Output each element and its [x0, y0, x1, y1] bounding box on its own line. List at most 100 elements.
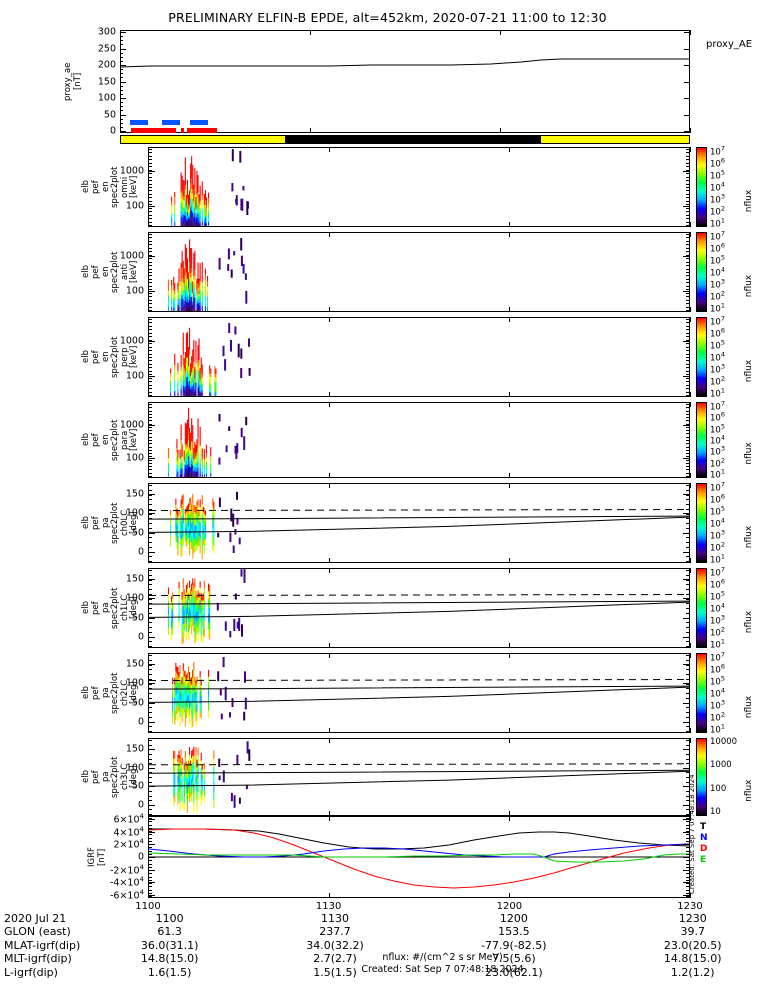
panel-anti[interactable]	[148, 232, 690, 312]
panel-igrf[interactable]	[148, 816, 690, 898]
tick-mark	[328, 402, 330, 407]
tick-minor	[148, 329, 152, 331]
tick-minor	[686, 343, 690, 345]
tick-mark	[683, 895, 690, 896]
panel-ch3LC[interactable]	[148, 738, 690, 816]
annotation-label: GLON (east)	[4, 925, 71, 939]
panel-ch2LC-canvas	[149, 654, 689, 732]
tick-minor	[686, 292, 690, 294]
tick-minor	[148, 190, 152, 192]
tick-minor	[686, 876, 690, 878]
ytick-label: 150	[125, 743, 144, 755]
tick-minor	[686, 357, 690, 358]
tick-mark	[690, 653, 691, 658]
tick-minor	[686, 873, 690, 875]
tick-minor	[148, 758, 152, 760]
tick-minor	[148, 289, 152, 291]
tick-mark	[509, 473, 511, 478]
tick-minor	[686, 285, 690, 287]
colorbar-tick-label: 106	[710, 492, 725, 506]
panel-proxy-ae-canvas	[121, 31, 689, 132]
annotation-value: 237.7	[319, 925, 351, 939]
tick-minor	[686, 462, 690, 464]
tick-mark	[509, 568, 511, 573]
annotation-row: 2020 Jul 21 1100 1130 1200 1230	[4, 912, 771, 925]
tick-minor	[148, 804, 152, 806]
ytick-label: 1000	[119, 250, 144, 262]
tick-minor	[686, 612, 690, 614]
tick-minor	[686, 804, 690, 806]
panel-ch1LC[interactable]	[148, 568, 690, 648]
tick-minor	[148, 827, 152, 829]
tick-minor	[148, 436, 152, 438]
colorbar-tick-label: 10	[710, 807, 721, 817]
tick-minor	[686, 268, 690, 270]
tick-mark	[690, 30, 691, 35]
colorbar-tick-label: 105	[710, 674, 725, 688]
tick-minor	[686, 289, 690, 291]
tick-minor	[686, 407, 690, 409]
tick-mark	[509, 643, 511, 648]
tick-minor	[686, 892, 690, 894]
ytick-label: 100	[125, 677, 144, 689]
tick-minor	[686, 310, 690, 311]
tick-minor	[148, 598, 152, 600]
tick-minor	[148, 430, 152, 432]
tick-minor	[148, 306, 152, 308]
tick-mark	[148, 728, 149, 733]
tick-minor	[686, 417, 690, 419]
panel-perp-ylabel: elb pef en spec2plot perp [keV]	[81, 319, 140, 395]
annotation-value: 1.2(1.2)	[670, 965, 715, 979]
colorbar-tick-label: 103	[710, 444, 725, 458]
tick-minor	[686, 404, 690, 405]
panel-para[interactable]	[148, 402, 690, 478]
tick-mark	[509, 222, 511, 227]
panel-omni[interactable]	[148, 147, 690, 227]
panel-perp[interactable]	[148, 317, 690, 397]
tick-mark	[684, 48, 690, 50]
tick-minor	[148, 702, 152, 704]
tick-minor	[120, 65, 123, 66]
tick-minor	[120, 102, 123, 104]
ytick-label: 100	[125, 592, 144, 604]
tick-mark	[148, 307, 149, 312]
ytick-label: 0	[137, 716, 144, 728]
tick-minor	[686, 879, 690, 881]
annotation-value: 14.8(15.0)	[140, 952, 199, 966]
tick-minor	[686, 593, 690, 595]
colorbar-tick-label: 104	[710, 686, 725, 700]
tick-minor	[686, 325, 690, 327]
spec-data-ch2LC	[172, 657, 247, 729]
annotation-value: 23.0(62.1)	[485, 965, 543, 979]
tick-minor	[686, 193, 690, 195]
tick-mark	[690, 402, 691, 407]
tick-minor	[148, 850, 152, 852]
xtick-label-1100: 1100	[135, 901, 161, 912]
marker-red	[180, 128, 184, 133]
tick-mark	[148, 568, 149, 573]
tick-minor	[148, 889, 152, 891]
tick-minor	[148, 886, 152, 888]
tick-minor	[148, 446, 152, 448]
tick-minor	[148, 370, 152, 372]
igrf-trace-n	[149, 843, 689, 858]
ytick-label: 100	[125, 200, 144, 212]
tick-minor	[686, 413, 690, 415]
tick-minor	[148, 814, 152, 815]
annotation-value: 23.0(20.5)	[663, 938, 722, 952]
igrf-traces	[149, 828, 689, 889]
tick-minor	[148, 485, 152, 486]
tick-minor	[148, 176, 152, 178]
tick-minor	[686, 886, 690, 888]
igrf-key-D: D	[700, 844, 708, 854]
tick-minor	[148, 489, 152, 491]
panel-proxy-ae[interactable]	[120, 30, 690, 133]
panel-ch0LC-canvas	[149, 484, 689, 562]
tick-minor	[148, 440, 152, 441]
tick-minor	[148, 763, 152, 765]
status-black	[285, 136, 542, 143]
panel-ch0LC[interactable]	[148, 483, 690, 563]
tick-minor	[148, 731, 152, 732]
tick-mark	[509, 558, 511, 563]
panel-ch2LC[interactable]	[148, 653, 690, 733]
